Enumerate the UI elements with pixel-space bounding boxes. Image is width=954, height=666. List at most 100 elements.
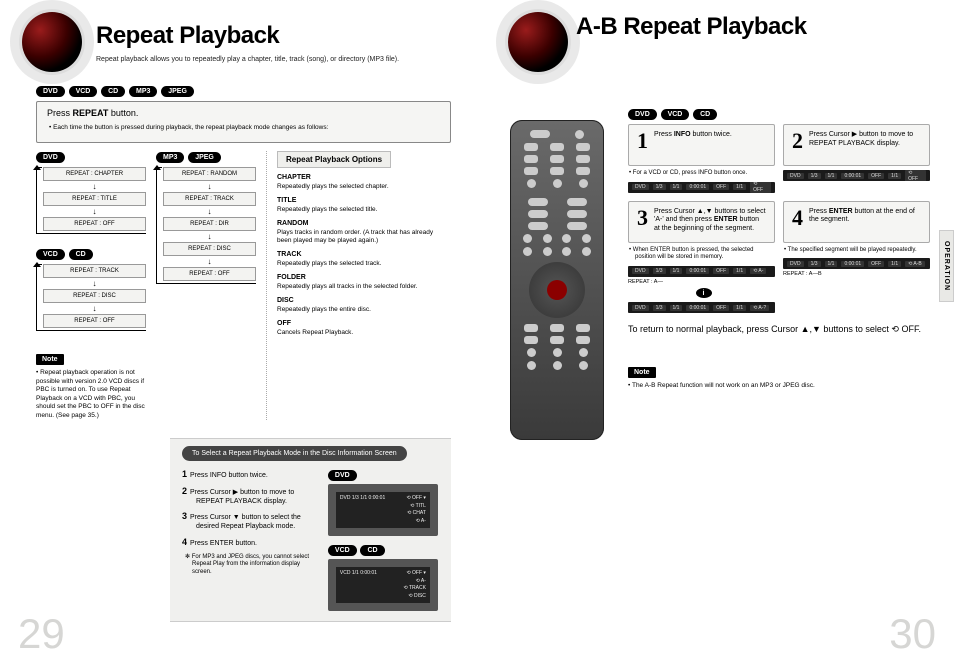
panel-title: To Select a Repeat Playback Mode in the … (182, 446, 407, 461)
page-29: Repeat Playback Repeat playback allows y… (0, 0, 477, 666)
step-block: 1 Press INFO button twice. For a VCD or … (628, 124, 775, 193)
step-sub: For a VCD or CD, press INFO button once. (628, 170, 775, 178)
note-block-right: Note • The A-B Repeat function will not … (628, 366, 930, 390)
badge-cd-2: CD (69, 249, 93, 260)
panel-steps: 1Press INFO button twice. 2Press Cursor … (182, 469, 314, 611)
flow-step: REPEAT : TRACK (163, 192, 256, 206)
page-subtitle: Repeat playback allows you to repeatedly… (96, 56, 457, 63)
arrow-down-icon: ↓ (163, 233, 256, 241)
tv-line: ⟲ OFF ▾ (406, 495, 425, 503)
osd-bar: DVD1/31/10:00:01OFF1/1⟲ OFF (628, 182, 775, 193)
tv-line: ⟲ CHAT (340, 510, 426, 518)
flow-step: REPEAT : DISC (43, 289, 146, 303)
tv-screen-vcd: VCD 1/1 0:00:01⟲ OFF ▾ ⟲ A- ⟲ TRACK ⟲ DI… (328, 559, 438, 611)
flow-mp3: MP3 JPEG REPEAT : RANDOM ↓ REPEAT : TRAC… (156, 151, 256, 284)
badge-dvd: DVD (628, 109, 657, 120)
page-title-right: A-B Repeat Playback (576, 13, 807, 41)
panel-footnote: ✻ For MP3 and JPEG discs, you cannot sel… (182, 554, 314, 577)
panel-step: 2Press Cursor ▶ button to move to REPEAT… (182, 486, 314, 507)
step-text-bold: ENTER (829, 208, 853, 215)
step-number: 4 (792, 208, 803, 228)
step-grid: 1 Press INFO button twice. For a VCD or … (628, 124, 930, 313)
osd-bar: DVD1/31/10:00:01OFF1/1⟲ A-? (628, 302, 775, 313)
right-content: DVD VCD CD 1 Press INFO button twice. Fo… (628, 108, 930, 390)
format-badges: DVD VCD CD MP3 JPEG (36, 85, 457, 97)
note-block: Note • Repeat playback operation is not … (36, 353, 146, 420)
arrow-down-icon: ↓ (43, 208, 146, 216)
info-icon: i (696, 288, 712, 298)
flow-vcd-cd: VCD CD REPEAT : TRACK ↓ REPEAT : DISC ↓ … (36, 248, 146, 331)
panel-step-text: Press INFO button twice. (190, 472, 268, 479)
badge-jpeg-2: JPEG (188, 152, 221, 163)
tv-screen-dvd: DVD 1/3 1/1 0:00:01⟲ OFF ▾ ⟲ TITL ⟲ CHAT… (328, 484, 438, 536)
panel-step: 1Press INFO button twice. (182, 469, 314, 481)
option-item: OFFCancels Repeat Playback. (277, 320, 436, 337)
flow-step: REPEAT : DISC (163, 242, 256, 256)
card-title-pre: Press (47, 108, 73, 118)
tv-line: ⟲ DISC (340, 593, 426, 601)
arrow-down-icon: ↓ (163, 258, 256, 266)
badge-dvd-3: DVD (328, 470, 357, 481)
remote-control (510, 120, 604, 440)
flow-step: REPEAT : CHAPTER (43, 167, 146, 181)
step-block: 2 Press Cursor ▶ button to move to REPEA… (783, 124, 930, 193)
note-text: • The A-B Repeat function will not work … (628, 382, 930, 390)
note-text-content: The A-B Repeat function will not work on… (632, 382, 815, 389)
osd-repeat: ⟲ A-B (905, 261, 925, 267)
tv-line: ⟲ A- (340, 578, 426, 586)
step-card-2: 2 Press Cursor ▶ button to move to REPEA… (783, 124, 930, 166)
flow-step: REPEAT : OFF (43, 314, 146, 328)
section-tab: OPERATION (939, 230, 954, 302)
osd-repeat: ⟲ OFF (750, 182, 771, 193)
osd-note: REPEAT : A— (628, 279, 775, 285)
option-item: TITLERepeatedly plays the selected title… (277, 197, 436, 214)
card-title: Press REPEAT button. (47, 108, 440, 118)
tv-line: ⟲ A- (340, 518, 426, 526)
osd-bar: DVD1/31/10:00:01OFF1/1⟲ A- (628, 266, 775, 277)
step-text: Press (654, 131, 674, 138)
arrow-down-icon: ↓ (163, 208, 256, 216)
badge-mp3: MP3 (129, 86, 157, 97)
flow-step: REPEAT : OFF (163, 267, 256, 281)
option-item: RANDOMPlays tracks in random order. (A t… (277, 220, 436, 245)
note-badge: Note (36, 354, 64, 365)
badge-dvd: DVD (36, 86, 65, 97)
step-card-1: 1 Press INFO button twice. (628, 124, 775, 166)
panel-step: 4Press ENTER button. (182, 537, 314, 549)
step-block: 3 Press Cursor ▲,▼ buttons to select 'A-… (628, 201, 775, 314)
step-sub: The specified segment will be played rep… (783, 247, 930, 255)
panel-step-text: Press ENTER button. (190, 540, 257, 547)
step-text-bold: ENTER (714, 216, 738, 223)
return-text: To return to normal playback, press Curs… (628, 323, 930, 336)
card-title-post: button. (108, 108, 138, 118)
badge-vcd-2: VCD (36, 249, 65, 260)
note-text: • Repeat playback operation is not possi… (36, 369, 146, 420)
options-header: Repeat Playback Options (277, 151, 391, 168)
flow-step: REPEAT : DIR (163, 217, 256, 231)
page-number: 29 (18, 610, 65, 658)
flow-step: REPEAT : OFF (43, 217, 146, 231)
panel-step-text: Press Cursor ▼ button to select the desi… (190, 514, 301, 530)
osd-bar: DVD1/31/10:00:01OFF1/1⟲ OFF (783, 170, 930, 181)
card-title-bold: REPEAT (73, 108, 109, 118)
page-number: 30 (889, 610, 936, 658)
panel-foot-text: For MP3 and JPEG discs, you cannot selec… (192, 554, 309, 575)
arrow-down-icon: ↓ (163, 183, 256, 191)
badge-cd: CD (693, 109, 717, 120)
arrow-down-icon: ↓ (43, 183, 146, 191)
badge-cd-3: CD (360, 545, 384, 556)
panel-step-text: Press Cursor ▶ button to move to REPEAT … (190, 489, 294, 505)
flow-step: REPEAT : RANDOM (163, 167, 256, 181)
badge-cd: CD (101, 86, 125, 97)
tv-line: ⟲ OFF ▾ (406, 570, 425, 578)
step-text: Press (809, 208, 829, 215)
option-item: FOLDERRepeatedly plays all tracks in the… (277, 274, 436, 291)
select-mode-panel: To Select a Repeat Playback Mode in the … (170, 438, 451, 622)
step-block: 4 Press ENTER button at the end of the s… (783, 201, 930, 314)
option-item: CHAPTERRepeatedly plays the selected cha… (277, 174, 436, 191)
badge-mp3-2: MP3 (156, 152, 184, 163)
note-badge: Note (628, 367, 656, 378)
panel-screens: DVD DVD 1/3 1/1 0:00:01⟲ OFF ▾ ⟲ TITL ⟲ … (328, 469, 441, 611)
flow-dvd: DVD REPEAT : CHAPTER ↓ REPEAT : TITLE ↓ … (36, 151, 146, 234)
step-number: 3 (637, 208, 648, 228)
